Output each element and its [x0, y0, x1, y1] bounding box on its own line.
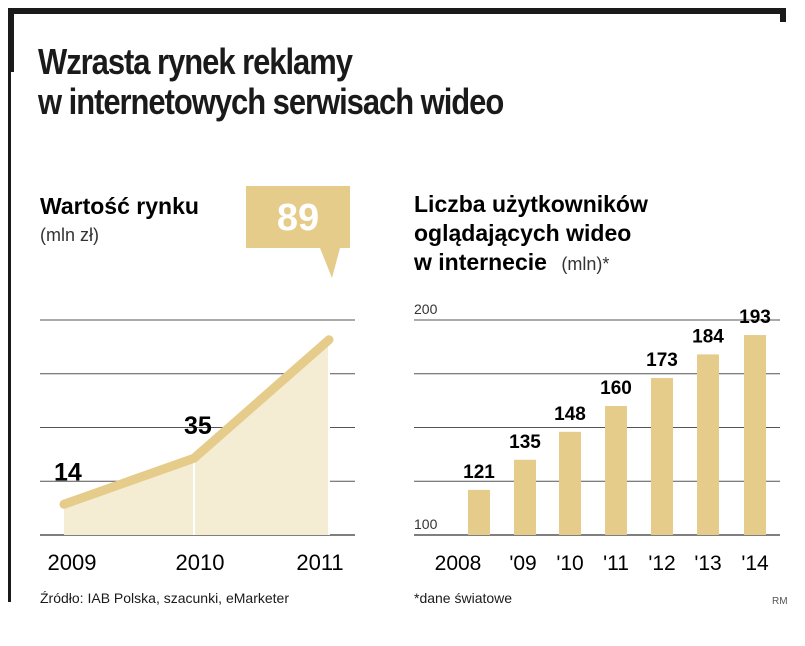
bar-2008 — [468, 489, 490, 535]
bar-'10 — [559, 431, 581, 535]
bar-label-'11: 160 — [600, 378, 632, 399]
source-note: Źródło: IAB Polska, szacunki, eMarketer — [40, 590, 289, 606]
x-tick-'12: '12 — [648, 552, 675, 575]
bar-label-'14: 193 — [739, 307, 771, 328]
title-line-2: w internetowych serwisach wideo — [38, 81, 504, 122]
x-tick-'14: '14 — [741, 552, 769, 575]
bar-label-2008: 121 — [463, 462, 495, 483]
left-drop-lines — [193, 339, 330, 535]
viewers-unit: (mln)* — [561, 254, 609, 274]
right-y-tick-labels: 100 200 — [414, 301, 438, 532]
viewers-title-line-3-group: w internecie (mln)* — [413, 249, 609, 275]
y-tick-max: 200 — [414, 301, 438, 317]
bar-label-'12: 173 — [646, 350, 678, 371]
viewers-title-line-2: oglądających wideo — [414, 220, 631, 246]
footnote: *dane światowe — [414, 590, 513, 606]
frame-top-rule — [8, 8, 786, 14]
viewers-title-line-1: Liczba użytkowników — [414, 191, 648, 217]
bar-'11 — [605, 406, 627, 535]
x-tick-'09: '09 — [509, 552, 536, 575]
x-tick-2010: 2010 — [176, 550, 225, 575]
x-tick-'10: '10 — [556, 552, 583, 575]
credit: RM — [772, 596, 788, 607]
right-value-labels: 121 135 148 160 173 184 193 — [463, 307, 771, 483]
bar-label-'09: 135 — [509, 432, 541, 453]
right-bars — [468, 335, 766, 535]
data-label-2011: 89 — [277, 197, 319, 239]
right-x-tick-labels: 2008 '09 '10 '11 '12 '13 '14 — [435, 552, 769, 575]
left-x-tick-labels: 2009 2010 2011 — [48, 550, 344, 575]
x-tick-2011: 2011 — [296, 550, 343, 575]
x-tick-2008: 2008 — [435, 552, 482, 575]
title-line-1: Wzrasta rynek reklamy — [38, 41, 353, 82]
market-value-unit: (mln zł) — [40, 225, 99, 245]
market-value-area — [64, 339, 329, 535]
bar-label-'10: 148 — [554, 404, 586, 425]
bar-'14 — [744, 335, 766, 535]
infographic-title: Wzrasta rynek reklamy w internetowych se… — [38, 41, 504, 122]
x-tick-2009: 2009 — [48, 550, 97, 575]
bar-'09 — [514, 459, 536, 535]
market-value-title: Wartość rynku — [40, 193, 199, 219]
frame-left-thin-rule — [8, 72, 11, 602]
x-tick-'11: '11 — [603, 552, 629, 575]
y-tick-min: 100 — [414, 516, 438, 532]
highlight-callout-box — [246, 186, 350, 278]
data-label-2010: 35 — [184, 412, 212, 440]
left-value-labels: 14 35 89 — [54, 186, 350, 486]
market-value-line — [59, 335, 334, 509]
x-tick-'13: '13 — [694, 552, 721, 575]
frame-left-rule — [8, 8, 14, 72]
bar-label-'13: 184 — [692, 326, 724, 347]
bar-'13 — [697, 354, 719, 535]
data-label-2009: 14 — [54, 458, 82, 486]
viewers-title-line-3: w internecie — [413, 249, 547, 275]
bar-'12 — [651, 378, 673, 535]
frame-right-tick — [780, 8, 786, 22]
